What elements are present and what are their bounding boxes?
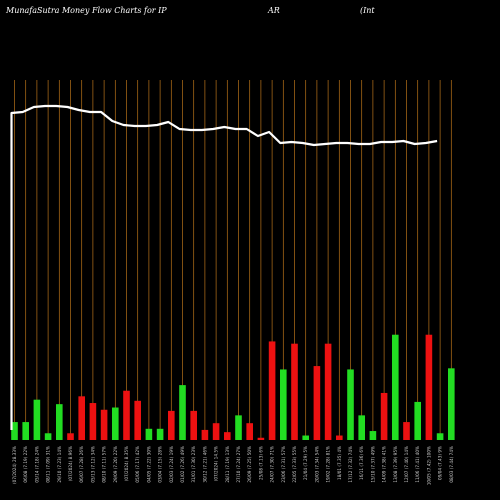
flow-bar xyxy=(134,400,141,440)
flow-bar xyxy=(22,422,29,440)
chart-company: (Int xyxy=(360,6,375,15)
x-tick-label: 08/10 (7.11) 57% xyxy=(102,446,107,483)
flow-bar xyxy=(280,369,287,440)
x-tick-label: 19/02 (7.28) 81% xyxy=(326,446,331,483)
x-tick-label: 20/03 (7.34) 54% xyxy=(314,446,319,483)
flow-bar xyxy=(100,409,108,440)
x-tick-label: 06/07 (7.28) 26% xyxy=(79,446,84,483)
x-tick-label: 29/09 (7.20) 22% xyxy=(113,446,118,483)
x-tick-label: 17/12 (7.32) 74% xyxy=(348,446,353,483)
flow-bar xyxy=(112,407,119,440)
x-tick-label: 10/05 (7.42) 100% xyxy=(426,446,431,485)
x-tick-label: 28/11 (7.19) 13% xyxy=(225,446,230,483)
flow-bar xyxy=(78,396,85,440)
flow-bar xyxy=(44,433,52,440)
x-tick-label: (07/2024) 8.96% xyxy=(68,446,73,481)
x-tick-label: 15/10 (7.37) 49% xyxy=(370,446,375,483)
chart-symbol: AR xyxy=(268,6,280,15)
flow-bar xyxy=(11,422,18,440)
flow-bar xyxy=(123,390,130,440)
x-tick-label: 22/05 (7.33) 55% xyxy=(292,446,297,483)
x-tick-label: 26/09 (7.25) 50% xyxy=(247,446,252,483)
x-tick-label: 02/03 (7.24) 19% xyxy=(169,446,174,483)
x-tick-label: 29/10 (7.23) 14% xyxy=(57,446,62,483)
flow-bar xyxy=(347,369,354,440)
flow-bar xyxy=(89,403,97,440)
flow-bar xyxy=(156,428,164,440)
flow-bar xyxy=(414,401,421,440)
flow-bar xyxy=(246,423,253,440)
flow-bar xyxy=(56,404,63,440)
flow-bar xyxy=(190,410,197,440)
flow-bar xyxy=(380,392,388,440)
x-tick-label: 04/05 (7.22) 30% xyxy=(146,446,151,483)
x-tick-label: 05/14 (7.18) 24% xyxy=(34,446,39,483)
flow-bar xyxy=(302,435,309,440)
x-tick-label: (07/2024) 14.5% xyxy=(214,446,219,481)
flow-bar xyxy=(212,423,220,440)
flow-bar xyxy=(268,341,276,440)
x-tick-label: 25/08 (7.13) 6% xyxy=(258,446,263,480)
flow-bar xyxy=(145,428,153,440)
x-tick-label: 09/04 (7.43) 9% xyxy=(438,446,443,480)
x-tick-label: (07/2024) 8.35% xyxy=(124,446,129,481)
flow-bar xyxy=(33,399,41,440)
flow-bar xyxy=(201,429,209,440)
x-tick-label: 30/12 (7.21) 46% xyxy=(202,446,207,483)
flow-bar xyxy=(291,343,298,440)
x-tick-label: 31/01 (7.30) 23% xyxy=(191,446,196,483)
x-tick-label: 24/07 (7.30) 71% xyxy=(270,446,275,483)
x-tick-label: 03/04 (7.15) 28% xyxy=(158,446,163,483)
flow-bar xyxy=(313,366,321,440)
flow-bar xyxy=(324,343,332,440)
x-tick-label: 01/02 (7.26) 49% xyxy=(180,446,185,483)
x-tick-label: 06/08 (7.19) 22% xyxy=(23,446,28,483)
chart-title: MunafaSutra Money Flow Charts for IP xyxy=(6,6,167,15)
flow-bar xyxy=(257,437,265,440)
x-tick-label: 05/06 (7.17) 42% xyxy=(135,446,140,483)
x-tick-label: 18/01 (7.35) 4% xyxy=(337,446,342,480)
x-tick-label: 05/13 (7.12) 34% xyxy=(90,446,95,483)
x-tick-label: 13/08 (7.39) 95% xyxy=(393,446,398,483)
flow-bar xyxy=(358,415,365,440)
flow-bar xyxy=(168,410,175,440)
flow-bar xyxy=(369,431,377,440)
x-tick-label: 12/07 (7.40) 14% xyxy=(404,446,409,483)
flow-bar xyxy=(392,334,399,440)
flow-bar xyxy=(235,415,242,440)
flow-bar xyxy=(425,334,433,440)
x-tick-label: (07/2024) 28.33% xyxy=(12,446,17,484)
x-tick-label: 23/06 (7.31) 57% xyxy=(281,446,286,483)
price-line xyxy=(10,104,438,430)
flow-bar xyxy=(448,368,455,440)
x-tick-label: 08/03 (7.44) 74% xyxy=(449,446,454,483)
flow-bar xyxy=(403,422,410,440)
flow-bar xyxy=(224,432,231,440)
x-tick-label: 11/06 (7.41) 40% xyxy=(415,446,420,483)
x-tick-label: 08/11 (7.09) 31% xyxy=(46,446,51,483)
flow-bar xyxy=(67,433,74,440)
flow-bar xyxy=(179,385,186,440)
x-tick-label: 16/11 (7.36) 6% xyxy=(359,446,364,480)
x-tick-label: 21/04 (7.29) 5% xyxy=(303,446,308,480)
x-tick-label: 27/10 (7.24) 27% xyxy=(236,446,241,483)
flow-bar xyxy=(336,435,343,440)
x-tick-label: 14/09 (7.38) 41% xyxy=(382,446,387,483)
flow-bar xyxy=(436,433,444,440)
